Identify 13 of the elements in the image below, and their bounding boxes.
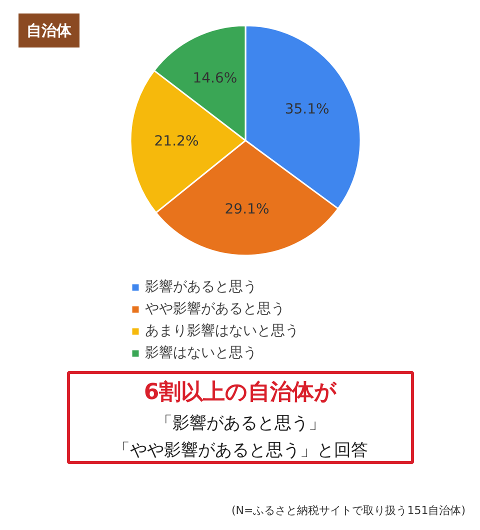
data-label: 21.2% <box>154 133 199 150</box>
legend-label: 影響はないと思う <box>145 344 257 362</box>
legend-label: 影響があると思う <box>145 278 257 296</box>
text: (N=ふるさと納税サイトで取り扱う151自治体) <box>231 504 466 517</box>
data-label: 35.1% <box>284 101 330 118</box>
text: 6割以上の自治体が <box>144 380 338 405</box>
legend-label: やや影響があると思う <box>145 300 285 318</box>
data-label: 14.6% <box>192 70 238 87</box>
chart-title: 自治体 <box>26 22 72 40</box>
text: 「影響があると思う」 <box>156 414 326 434</box>
text: 「やや影響があると思う」と回答 <box>113 440 368 460</box>
data-label: 29.1% <box>224 201 270 218</box>
legend-label: あまり影響はないと思う <box>145 322 299 340</box>
